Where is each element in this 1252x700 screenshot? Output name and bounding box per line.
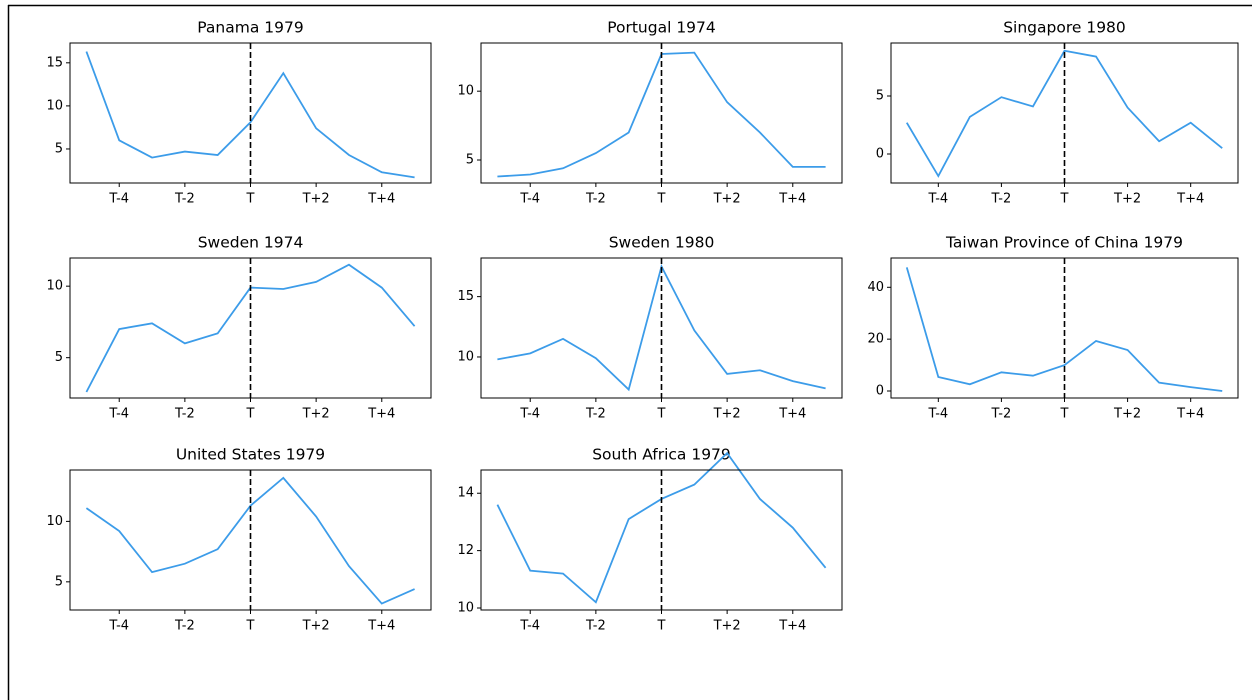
x-tick-label: T-4 bbox=[927, 192, 948, 207]
x-tick-label: T bbox=[657, 192, 666, 207]
axes-frame bbox=[480, 257, 843, 399]
chart-title: South Africa 1979 bbox=[592, 446, 731, 464]
x-tick-label: T-2 bbox=[585, 192, 606, 207]
x-tick-label: T-4 bbox=[519, 192, 540, 207]
y-tick-label: 0 bbox=[876, 147, 884, 162]
x-tick-label: T+4 bbox=[367, 192, 395, 207]
x-tick-label: T-4 bbox=[108, 407, 129, 422]
data-line bbox=[905, 267, 1223, 392]
x-tick-label: T-2 bbox=[585, 619, 606, 634]
axes-frame bbox=[890, 42, 1239, 184]
x-tick-label: T-4 bbox=[519, 619, 540, 634]
x-tick-label: T+2 bbox=[713, 192, 741, 207]
chart-title: Sweden 1974 bbox=[198, 234, 304, 252]
y-tick-label: 10 bbox=[46, 514, 63, 529]
x-tick-label: T+2 bbox=[713, 407, 741, 422]
y-tick-label: 10 bbox=[457, 84, 474, 99]
axes-frame bbox=[69, 257, 432, 399]
y-tick-label: 14 bbox=[457, 486, 474, 501]
x-tick-label: T+2 bbox=[1113, 192, 1141, 207]
y-tick-label: 12 bbox=[457, 543, 474, 558]
y-tick-label: 10 bbox=[457, 349, 474, 364]
y-tick-label: 20 bbox=[867, 332, 884, 347]
chart-title: Portugal 1974 bbox=[607, 19, 716, 37]
chart-title: Sweden 1980 bbox=[609, 234, 715, 252]
y-tick-label: 5 bbox=[55, 350, 63, 365]
data-line bbox=[85, 476, 415, 605]
x-tick-label: T+4 bbox=[367, 619, 395, 634]
y-tick-label: 10 bbox=[457, 600, 474, 615]
data-line bbox=[85, 51, 415, 179]
x-tick-label: T+4 bbox=[1176, 192, 1204, 207]
y-tick-label: 15 bbox=[457, 289, 474, 304]
x-tick-label: T bbox=[1060, 192, 1069, 207]
y-tick-label: 5 bbox=[876, 89, 884, 104]
x-tick-label: T bbox=[657, 619, 666, 634]
x-tick-label: T-4 bbox=[108, 192, 129, 207]
x-tick-label: T bbox=[246, 192, 255, 207]
x-tick-label: T-4 bbox=[108, 619, 129, 634]
x-tick-label: T bbox=[246, 407, 255, 422]
data-line bbox=[497, 263, 826, 392]
x-tick-label: T-4 bbox=[927, 407, 948, 422]
y-tick-label: 10 bbox=[46, 98, 63, 113]
chart-title: Singapore 1980 bbox=[1003, 19, 1126, 37]
x-tick-label: T-2 bbox=[991, 407, 1012, 422]
x-tick-label: T-4 bbox=[519, 407, 540, 422]
y-tick-label: 5 bbox=[55, 141, 63, 156]
x-tick-label: T-2 bbox=[174, 407, 195, 422]
x-tick-label: T+4 bbox=[778, 619, 806, 634]
x-tick-label: T+4 bbox=[367, 407, 395, 422]
x-tick-label: T bbox=[657, 407, 666, 422]
x-tick-label: T bbox=[246, 619, 255, 634]
x-tick-label: T-2 bbox=[174, 192, 195, 207]
y-tick-label: 15 bbox=[46, 55, 63, 70]
chart-title: Panama 1979 bbox=[197, 19, 303, 37]
x-tick-label: T+2 bbox=[713, 619, 741, 634]
x-tick-label: T bbox=[1060, 407, 1069, 422]
axes-frame bbox=[890, 257, 1239, 399]
data-line bbox=[905, 49, 1223, 178]
axes-frame bbox=[480, 42, 843, 184]
x-tick-label: T+2 bbox=[302, 192, 330, 207]
y-tick-label: 10 bbox=[46, 279, 63, 294]
x-tick-label: T+2 bbox=[302, 407, 330, 422]
x-tick-label: T-2 bbox=[174, 619, 195, 634]
y-tick-label: 5 bbox=[55, 574, 63, 589]
x-tick-label: T-2 bbox=[991, 192, 1012, 207]
x-tick-label: T+4 bbox=[1176, 407, 1204, 422]
axes-frame bbox=[480, 469, 843, 611]
y-tick-label: 40 bbox=[867, 280, 884, 295]
y-tick-label: 0 bbox=[876, 384, 884, 399]
x-tick-label: T+4 bbox=[778, 192, 806, 207]
x-tick-label: T+4 bbox=[778, 407, 806, 422]
chart-title: Taiwan Province of China 1979 bbox=[945, 234, 1183, 252]
chart-title: United States 1979 bbox=[176, 446, 325, 464]
axes-frame bbox=[69, 469, 432, 611]
x-tick-label: T+2 bbox=[302, 619, 330, 634]
y-tick-label: 5 bbox=[466, 153, 474, 168]
axes-frame bbox=[69, 42, 432, 184]
x-tick-label: T+2 bbox=[1113, 407, 1141, 422]
x-tick-label: T-2 bbox=[585, 407, 606, 422]
